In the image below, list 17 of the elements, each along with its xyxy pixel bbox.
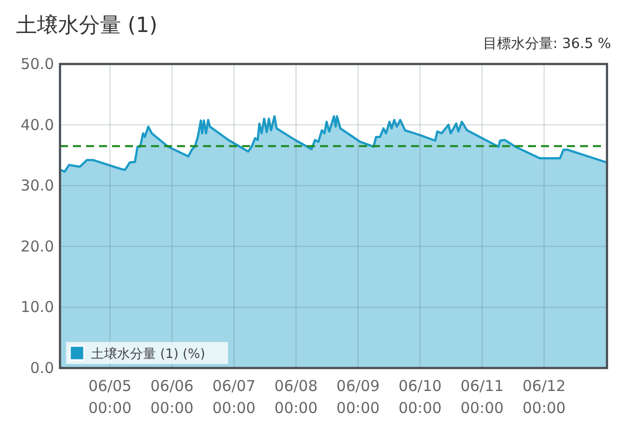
x-tick-label: 06/06 00:00 [150,377,194,417]
legend-label: 土壌水分量 (1) (%) [91,346,206,362]
y-tick-label: 40.0 [20,116,54,134]
y-tick-label: 50.0 [20,55,54,73]
x-tick-label: 06/05 00:00 [88,377,132,417]
y-tick-label: 0.0 [30,359,54,377]
chart-title: 土壌水分量 (1) [16,13,158,37]
y-tick-label: 20.0 [20,237,54,256]
y-tick-label: 30.0 [20,176,54,195]
text: 目標水分量: 36.5 % [482,36,611,52]
x-tick-label: 06/08 00:00 [274,377,318,417]
x-tick-label: 06/11 00:00 [460,377,504,417]
x-tick-label: 06/10 00:00 [398,377,442,417]
x-tick-label: 06/09 00:00 [336,377,380,417]
x-tick-label: 06/12 00:00 [522,377,566,417]
x-tick-label: 06/07 00:00 [212,377,256,417]
y-tick-label: 10.0 [20,298,54,316]
